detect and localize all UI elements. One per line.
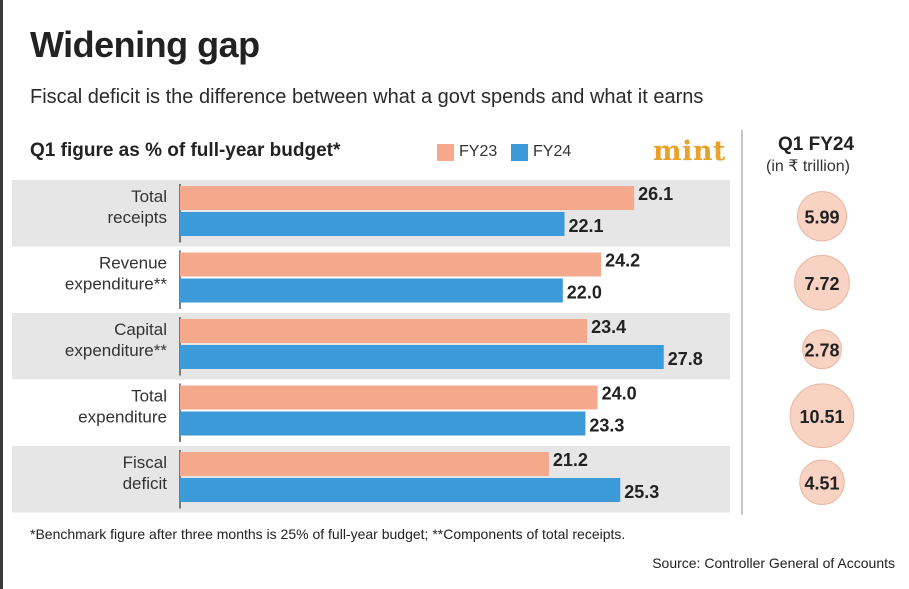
data-label-fy23: 21.2 (553, 450, 588, 470)
data-label-fy24: 22.1 (569, 216, 604, 236)
category-label: Capital (114, 320, 167, 339)
bar-fy23 (180, 452, 549, 476)
q1-fy24-bubble (796, 191, 848, 242)
data-label-fy24: 22.0 (567, 283, 602, 303)
chart-title: Widening gap (30, 24, 260, 65)
data-label-fy23: 24.0 (602, 384, 637, 404)
data-label-fy24: 23.3 (589, 416, 624, 436)
source-note: Source: Controller General of Accounts (652, 555, 895, 571)
right-column-title: Q1 FY24 (778, 134, 855, 155)
data-label-fy24: 25.3 (624, 482, 659, 502)
bar-fy24 (180, 212, 565, 236)
bar-fy23 (180, 319, 588, 343)
q1-fy24-bubble (789, 383, 855, 449)
footnote: *Benchmark figure after three months is … (30, 526, 626, 542)
bar-fy24 (180, 278, 563, 303)
legend-swatch-fy23 (437, 143, 454, 161)
data-label-fy23: 24.2 (605, 251, 640, 271)
category-label: expenditure** (65, 341, 167, 360)
category-label: deficit (123, 474, 168, 493)
bar-fy23 (180, 252, 602, 277)
q1-fy24-value: 5.99 (804, 207, 839, 227)
category-label: Total (131, 187, 167, 206)
q1-fy24-value: 7.72 (804, 274, 839, 294)
q1-fy24-bubble (799, 459, 845, 505)
q1-fy24-bubble (794, 254, 850, 311)
legend-item-fy23: FY23 (437, 143, 497, 161)
bar-fy24 (180, 478, 621, 502)
mint-logo: mint (653, 136, 726, 167)
category-label: Total (131, 387, 167, 406)
category-label: Revenue (99, 254, 167, 273)
category-label: receipts (107, 208, 167, 227)
bar-fy23 (180, 186, 635, 210)
q1-fy24-value: 10.51 (799, 407, 844, 427)
category-label: expenditure (78, 408, 167, 427)
legend-label-fy23: FY23 (459, 143, 498, 160)
q1-fy24-value: 4.51 (804, 473, 839, 493)
bar-fy23 (180, 385, 598, 410)
category-label: Fiscal (123, 453, 167, 472)
left-border-rule (0, 0, 3, 589)
data-label-fy23: 23.4 (591, 317, 626, 337)
chart-measure-label: Q1 figure as % of full-year budget* (30, 140, 341, 161)
legend-label-fy24: FY24 (533, 143, 572, 160)
legend-item-fy24: FY24 (511, 143, 571, 161)
q1-fy24-bubble (802, 329, 842, 370)
q1-fy24-value: 2.78 (804, 340, 839, 360)
chart-subtitle: Fiscal deficit is the difference between… (30, 86, 704, 108)
bar-fy24 (180, 411, 586, 436)
legend-swatch-fy24 (511, 143, 528, 161)
bar-fy24 (180, 345, 664, 369)
data-label-fy24: 27.8 (668, 349, 703, 369)
category-label: expenditure** (65, 275, 167, 294)
right-column-unit: (in ₹ trillion) (766, 158, 850, 175)
data-label-fy23: 26.1 (638, 184, 673, 204)
